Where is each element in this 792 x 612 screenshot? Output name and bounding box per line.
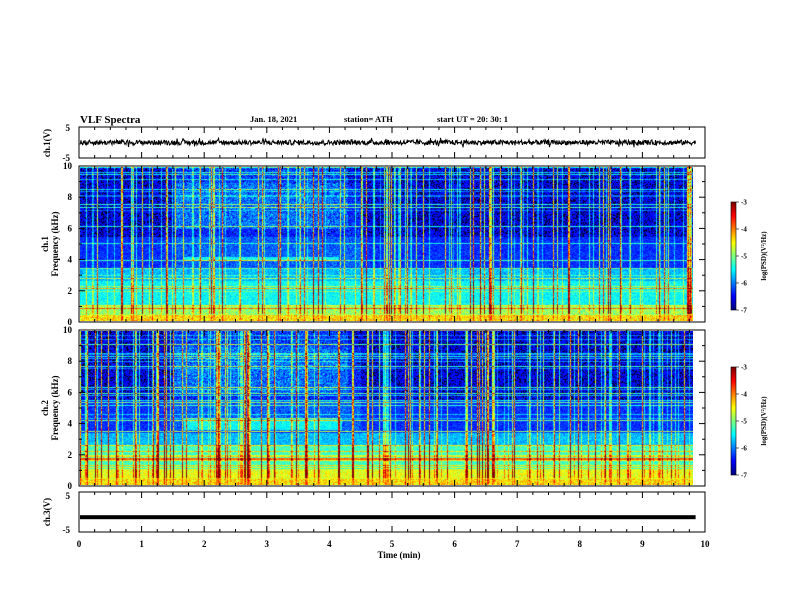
frequency-tick-label: 6 bbox=[68, 387, 73, 397]
station-label: station= ATH bbox=[344, 114, 393, 124]
ch2-colorbar-gradient bbox=[731, 367, 736, 475]
frequency-tick-label: 2 bbox=[68, 286, 73, 296]
colorbar-tick-label: -3 bbox=[741, 364, 747, 372]
ch2-spectrogram-xticks bbox=[78, 330, 706, 486]
time-tick-label: 6 bbox=[452, 539, 457, 549]
ch2-frequency-ticks: 0 2 4 6 8 10 bbox=[63, 325, 705, 491]
frequency-tick-label: 2 bbox=[68, 450, 73, 460]
ch3-waveform-ticks bbox=[78, 492, 706, 532]
time-tick-label: 8 bbox=[578, 539, 583, 549]
colorbar-tick-label: -5 bbox=[741, 253, 747, 261]
frequency-tick-label: 6 bbox=[68, 223, 73, 233]
ch2-colorbar-label: log(PSD)(V²/Hz) bbox=[760, 396, 768, 446]
start-time-label: start UT = 20: 30: 1 bbox=[437, 114, 508, 124]
colorbar-tick-label: -4 bbox=[741, 391, 747, 399]
frequency-tick-label: 0 bbox=[68, 481, 73, 491]
time-tick-label: 5 bbox=[390, 539, 395, 549]
ch1-colorbar-ticks: -3 -4 -5 -6 -7 bbox=[736, 199, 747, 315]
ch2-colorbar-ticks: -3 -4 -5 -6 -7 bbox=[736, 364, 747, 480]
frequency-tick-label: 8 bbox=[68, 192, 73, 202]
frequency-tick-label: 10 bbox=[63, 325, 73, 335]
ch1-spectrogram-xticks bbox=[78, 166, 706, 322]
colorbar-tick-label: -6 bbox=[741, 445, 747, 453]
figure-title: VLF Spectra bbox=[80, 114, 141, 126]
ch2-ylabel-channel: ch.2 bbox=[40, 400, 50, 416]
ch1-ytick-top: 5 bbox=[66, 123, 71, 133]
ch1-ylabel-frequency: Frequency (kHz) bbox=[50, 211, 60, 276]
ch1-colorbar-label: log(PSD)(V²/Hz) bbox=[760, 231, 768, 281]
ch3-waveform-line bbox=[80, 515, 696, 520]
ch1-spectrogram-panel: 0 2 4 6 8 10 ch.1 Frequency (kHz) bbox=[40, 161, 706, 327]
colorbar-tick-label: -6 bbox=[741, 280, 747, 288]
ch1-waveform-line bbox=[79, 136, 696, 148]
colorbar-tick-label: -5 bbox=[741, 418, 747, 426]
frequency-tick-label: 0 bbox=[68, 317, 73, 327]
frequency-tick-label: 10 bbox=[63, 161, 73, 171]
ch1-waveform-panel: 5 -5 ch.1(V) bbox=[42, 123, 706, 163]
ch2-spectrogram-image bbox=[80, 331, 693, 485]
ch3-waveform-panel: 5 -5 ch.3(V) bbox=[42, 491, 706, 535]
ch1-frequency-ticks: 0 2 4 6 8 10 bbox=[63, 161, 705, 327]
time-tick-label: 3 bbox=[265, 539, 270, 549]
ch3-ylabel: ch.3(V) bbox=[42, 498, 52, 526]
time-axis-tick-labels: 0 1 2 3 4 5 6 7 8 9 10 bbox=[77, 539, 710, 549]
time-tick-label: 9 bbox=[640, 539, 645, 549]
ch1-spectrogram-image bbox=[80, 167, 693, 321]
ch3-ytick-top: 5 bbox=[66, 491, 71, 501]
colorbar-tick-label: -7 bbox=[741, 307, 747, 315]
ch1-colorbar: -3 -4 -5 -6 -7 log(PSD)(V²/Hz) bbox=[730, 199, 768, 315]
ch1-colorbar-gradient bbox=[731, 202, 736, 310]
frequency-tick-label: 4 bbox=[68, 419, 73, 429]
colorbar-tick-label: -4 bbox=[741, 226, 747, 234]
ch1-ylabel-channel: ch.1 bbox=[40, 236, 50, 252]
frequency-tick-label: 8 bbox=[68, 356, 73, 366]
time-tick-label: 1 bbox=[139, 539, 144, 549]
time-tick-label: 0 bbox=[77, 539, 82, 549]
time-tick-label: 4 bbox=[327, 539, 332, 549]
ch3-ytick-bottom: -5 bbox=[63, 525, 71, 535]
ch1-ylabel: ch.1(V) bbox=[42, 129, 52, 157]
ch2-colorbar: -3 -4 -5 -6 -7 log(PSD)(V²/Hz) bbox=[730, 364, 768, 480]
time-tick-label: 2 bbox=[202, 539, 207, 549]
colorbar-tick-label: -7 bbox=[741, 472, 747, 480]
frequency-tick-label: 4 bbox=[68, 255, 73, 265]
time-axis-label: Time (min) bbox=[377, 550, 420, 560]
ch1-ytick-bottom: -5 bbox=[63, 153, 71, 163]
ch2-spectrogram-panel: 0 2 4 6 8 10 ch.2 Frequency (kHz) bbox=[40, 325, 706, 491]
colorbar-tick-label: -3 bbox=[741, 199, 747, 207]
time-tick-label: 7 bbox=[515, 539, 520, 549]
time-tick-label: 10 bbox=[701, 539, 711, 549]
ch1-waveform-ticks bbox=[78, 127, 706, 158]
date-label: Jan. 18, 2021 bbox=[250, 114, 297, 124]
ch2-ylabel-frequency: Frequency (kHz) bbox=[50, 375, 60, 440]
